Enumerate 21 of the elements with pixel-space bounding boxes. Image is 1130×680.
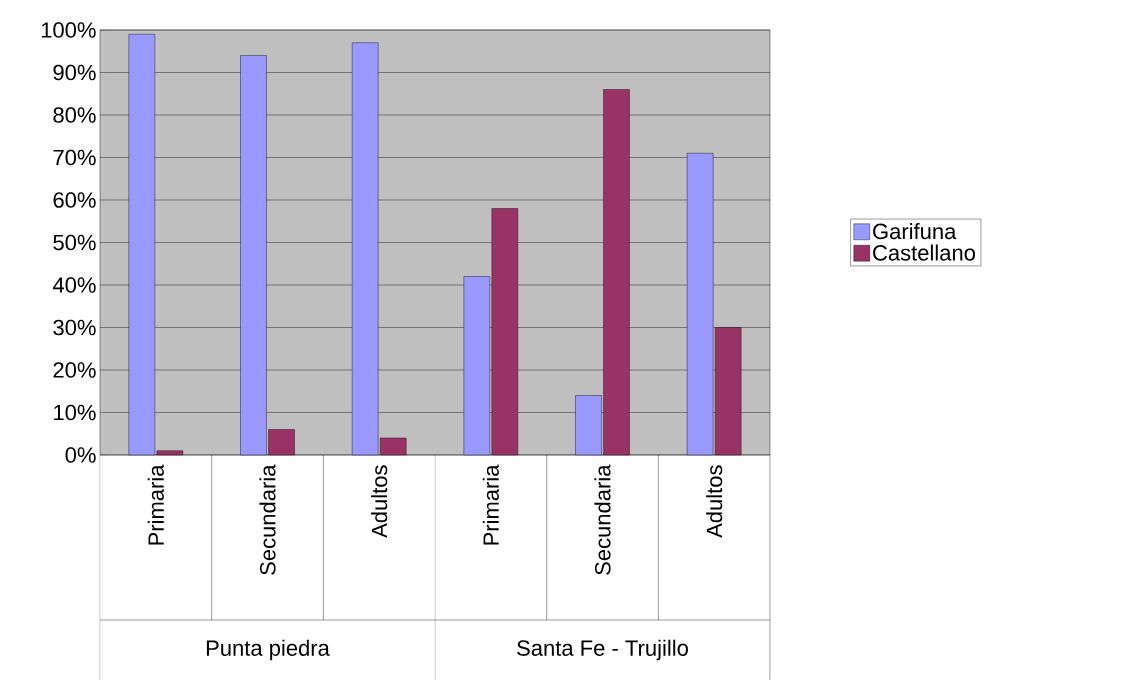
y-tick-label: 10%: [54, 404, 96, 421]
legend-label: Castellano: [873, 244, 975, 261]
y-tick-label: 0%: [65, 447, 96, 463]
text: Punta piedra: [206, 639, 330, 661]
y-tick-label: 90%: [53, 64, 96, 81]
y-tick-label: 40%: [52, 277, 96, 293]
legend-label: Garifuna: [873, 222, 957, 240]
y-tick-label: 50%: [53, 234, 96, 251]
y-tick-label: 30%: [53, 319, 96, 336]
y-tick-label: 20%: [53, 362, 96, 378]
y-tick-label: 60%: [53, 192, 96, 208]
text: Santa Fe - Trujillo: [517, 639, 688, 661]
x-tick-label: Primaria: [147, 464, 164, 545]
x-tick-label: Adultos: [371, 465, 388, 538]
x-tick-label: Adultos: [706, 465, 723, 538]
x-tick-label: Secundaria: [594, 464, 611, 575]
y-tick-label: 80%: [53, 107, 96, 123]
x-tick-label: Primaria: [482, 464, 499, 545]
x-tick-label: Secundaria: [259, 464, 276, 575]
y-tick-label: 70%: [53, 149, 96, 166]
y-tick-label: 100%: [41, 22, 96, 38]
